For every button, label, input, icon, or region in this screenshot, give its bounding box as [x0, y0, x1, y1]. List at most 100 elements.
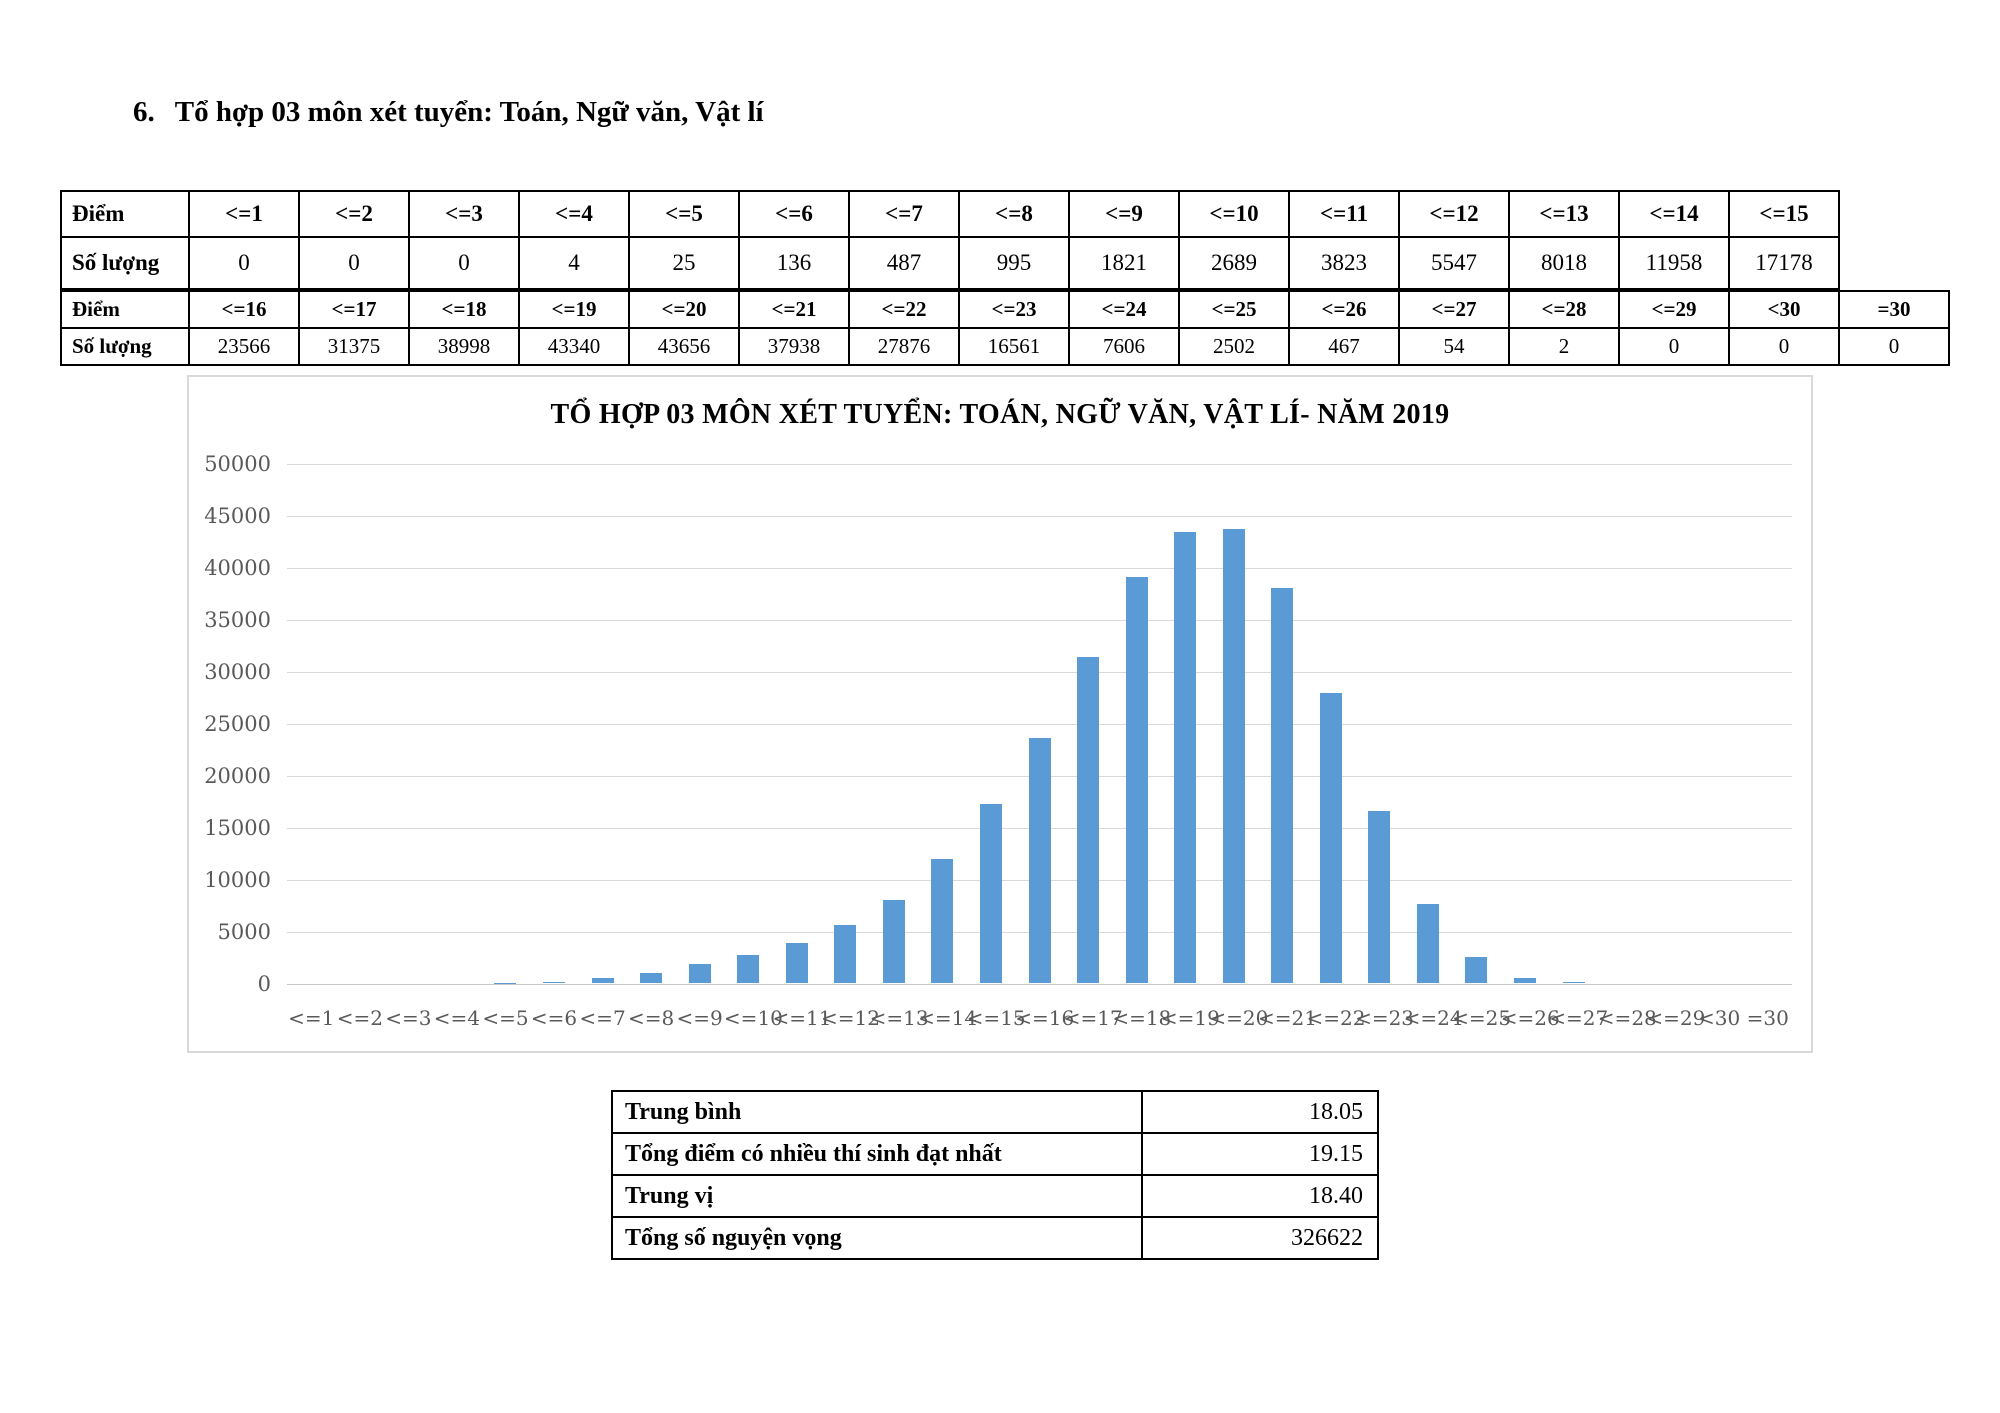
score-cell: <=19	[518, 290, 630, 329]
count-cell: 136	[738, 236, 850, 290]
count-cell: 38998	[408, 327, 520, 366]
count-cell: 27876	[848, 327, 960, 366]
score-cell: <=2	[298, 190, 410, 238]
count-cell: 16561	[958, 327, 1070, 366]
count-cell: 5547	[1398, 236, 1510, 290]
bar	[1174, 532, 1197, 983]
x-tick-label: <=9	[676, 1006, 723, 1030]
count-cell: 7606	[1068, 327, 1180, 366]
gridline	[287, 672, 1792, 673]
x-tick-label: <=23	[1355, 1006, 1415, 1030]
bar	[931, 858, 954, 983]
count-cell: 43340	[518, 327, 630, 366]
gridline	[287, 516, 1792, 517]
score-cell: <=17	[298, 290, 410, 329]
x-tick-label: <=20	[1209, 1006, 1269, 1030]
y-tick-label: 50000	[204, 452, 271, 476]
row-label-so-luong: Số lượng	[60, 327, 190, 366]
bar	[834, 925, 857, 983]
count-cell: 3823	[1288, 236, 1400, 290]
count-cell: 0	[188, 236, 300, 290]
score-cell: <=3	[408, 190, 520, 238]
count-cell: 2502	[1178, 327, 1290, 366]
score-table-band2: Điểm <=16 <=17 <=18 <=19 <=20 <=21 <=22 <=23 <=24…	[60, 290, 1950, 366]
x-tick-label: <30	[1698, 1006, 1741, 1030]
x-tick-label: <=5	[482, 1006, 529, 1030]
count-cell: 31375	[298, 327, 410, 366]
row-label-diem: Điểm	[60, 190, 190, 238]
summary-value: 19.15	[1141, 1132, 1379, 1176]
summary-label: Tổng điểm có nhiều thí sinh đạt nhất	[611, 1132, 1143, 1176]
count-cell: 8018	[1508, 236, 1620, 290]
score-cell: <=25	[1178, 290, 1290, 329]
count-cell: 2689	[1178, 236, 1290, 290]
score-cell: <=11	[1288, 190, 1400, 238]
count-cell: 2	[1508, 327, 1620, 366]
y-tick-label: 30000	[204, 660, 271, 684]
x-tick-label: <=2	[336, 1006, 383, 1030]
count-cell: 25	[628, 236, 740, 290]
x-tick-label: <=3	[385, 1006, 432, 1030]
chart-plot-area: 0 5000 10000 15000 20000 25000 30000 35000 40000…	[204, 453, 1792, 1030]
x-tick-label: <=19	[1160, 1006, 1220, 1030]
count-row: Số lượng 0 0 0 4 25 136 487 995 1821 2689 3823 5547 8…	[60, 236, 1840, 290]
x-tick-label: <=1	[288, 1006, 335, 1030]
count-cell: 4	[518, 236, 630, 290]
x-tick-label: <=27	[1549, 1006, 1609, 1030]
score-cell: <=14	[1618, 190, 1730, 238]
summary-row: Trung vị 18.40	[611, 1174, 1379, 1218]
score-cell: <=24	[1068, 290, 1180, 329]
count-cell: 0	[408, 236, 520, 290]
summary-label: Trung vị	[611, 1174, 1143, 1218]
score-frequency-table: Điểm <=1 <=2 <=3 <=4 <=5 <=6 <=7 <=8 <=9 <=10 <=11 <…	[60, 190, 1950, 366]
count-row: Số lượng 23566 31375 38998 43340 43656 37938 27…	[60, 327, 1950, 366]
summary-table: Trung bình 18.05 Tổng điểm có nhiều thí si…	[611, 1090, 1379, 1260]
x-tick-label: <=13	[869, 1006, 929, 1030]
summary-row: Tổng điểm có nhiều thí sinh đạt nhất 19.1…	[611, 1132, 1379, 1176]
score-cell: =30	[1838, 290, 1950, 329]
section-heading: 6. Tổ hợp 03 môn xét tuyển: Toán, Ngữ văn…	[133, 96, 764, 129]
bar	[688, 964, 711, 983]
x-tick-label: <=4	[433, 1006, 481, 1030]
x-tick-label: <=24	[1403, 1006, 1463, 1030]
x-tick-label: <=26	[1500, 1006, 1560, 1030]
score-cell: <=21	[738, 290, 850, 329]
bar	[640, 972, 663, 983]
summary-label: Tổng số nguyện vọng	[611, 1216, 1143, 1260]
summary-label: Trung bình	[611, 1090, 1143, 1134]
x-tick-label: <=18	[1112, 1006, 1172, 1030]
x-tick-label: <=6	[530, 1006, 578, 1030]
x-tick-label: <=11	[772, 1006, 832, 1030]
bar	[1562, 982, 1585, 983]
gridline	[287, 724, 1792, 725]
bar	[543, 981, 566, 983]
x-tick-label: <=15	[966, 1006, 1026, 1030]
score-cell: <=9	[1068, 190, 1180, 238]
row-label-so-luong: Số lượng	[60, 236, 190, 290]
count-cell: 17178	[1728, 236, 1840, 290]
gridline	[287, 620, 1792, 621]
bar	[1271, 588, 1294, 983]
score-cell: <=27	[1398, 290, 1510, 329]
section-title: Tổ hợp 03 môn xét tuyển: Toán, Ngữ văn, …	[174, 96, 764, 128]
score-cell: <=29	[1618, 290, 1730, 329]
count-cell: 1821	[1068, 236, 1180, 290]
summary-row: Trung bình 18.05	[611, 1090, 1379, 1134]
row-label-diem: Điểm	[60, 290, 190, 329]
count-cell: 0	[298, 236, 410, 290]
score-row: Điểm <=1 <=2 <=3 <=4 <=5 <=6 <=7 <=8 <=9 <=10 <=11 <…	[60, 190, 1840, 238]
bar	[979, 804, 1002, 983]
summary-value: 18.05	[1141, 1090, 1379, 1134]
x-tick-label: <=12	[821, 1006, 880, 1030]
bar	[1416, 903, 1439, 983]
summary-value: 326622	[1141, 1216, 1379, 1260]
count-cell: 11958	[1618, 236, 1730, 290]
x-tick-label: <=10	[723, 1006, 783, 1030]
bar	[1465, 956, 1488, 983]
y-tick-label: 15000	[204, 816, 271, 840]
y-tick-label: 20000	[204, 764, 271, 788]
score-cell: <=8	[958, 190, 1070, 238]
score-table-band1-body: Điểm <=1 <=2 <=3 <=4 <=5 <=6 <=7 <=8 <=9 <=10 <=11 <…	[60, 190, 1840, 290]
count-cell: 487	[848, 236, 960, 290]
